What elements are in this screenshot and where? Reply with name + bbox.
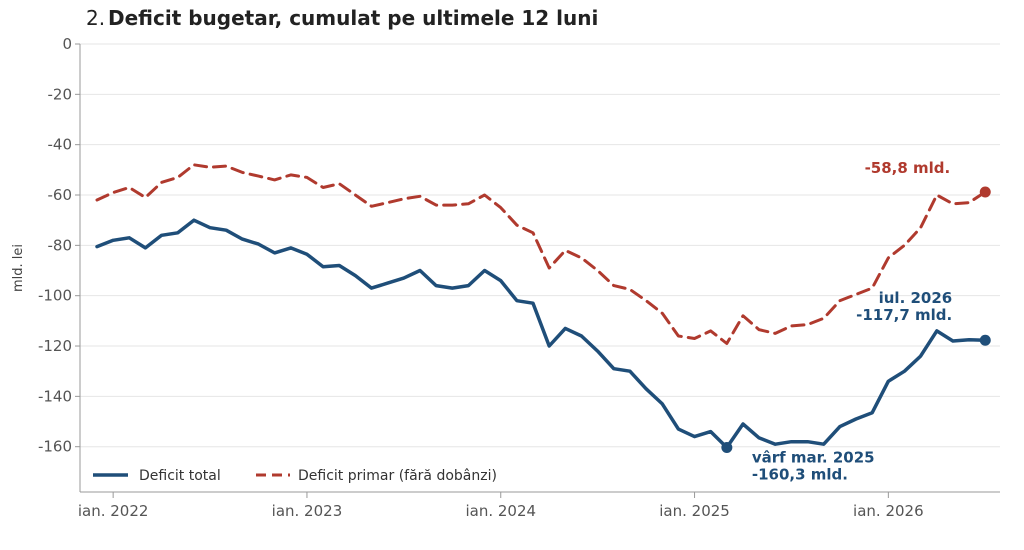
series-line-primary — [95, 163, 987, 345]
y-tick-label: -60 — [48, 186, 73, 204]
x-tick-label: ian. 2026 — [853, 502, 924, 520]
legend-label-primary: Deficit primar (fără dobânzi) — [298, 468, 497, 484]
y-tick-label: -120 — [38, 337, 72, 355]
series-lines — [95, 163, 987, 450]
series-markers — [721, 186, 991, 453]
annotation-primary_end: -58,8 mld. — [865, 159, 951, 177]
axes — [75, 43, 1000, 498]
annotation-total_end: iul. 2026 — [879, 289, 953, 307]
y-tick-label: 0 — [62, 35, 72, 53]
y-tick-label: -100 — [38, 287, 72, 305]
chart-title-number: 2. — [86, 6, 105, 30]
chart-title: Deficit bugetar, cumulat pe ultimele 12 … — [108, 6, 598, 30]
marker-total_peak — [721, 441, 733, 453]
x-tick-label: ian. 2025 — [659, 502, 730, 520]
x-tick-label: ian. 2023 — [272, 502, 343, 520]
annotation-total_end: -117,7 mld. — [856, 306, 952, 324]
marker-primary_end — [979, 186, 991, 198]
y-tick-label: -40 — [48, 136, 73, 154]
annotations: -58,8 mld. iul. 2026-117,7 mld. vârf mar. … — [752, 159, 952, 483]
y-axis-label: mld. lei — [11, 244, 26, 292]
y-tick-label: -20 — [48, 85, 73, 103]
x-tick-label: ian. 2024 — [465, 502, 536, 520]
x-tick-labels: ian. 2022 ian. 2023 ian. 2024 ian. 2025 ian.… — [78, 502, 924, 520]
y-tick-label: -140 — [38, 387, 72, 405]
x-tick-label: ian. 2022 — [78, 502, 149, 520]
annotation-total_peak: -160,3 mld. — [752, 465, 848, 483]
y-tick-label: -160 — [38, 438, 72, 456]
y-tick-label: -80 — [48, 236, 73, 254]
annotation-total_peak: vârf mar. 2025 — [752, 448, 875, 466]
legend-label-total: Deficit total — [139, 468, 221, 484]
y-tick-labels: 0 -20 -40 -60 -80 -100 -120 -140 -160 — [38, 35, 72, 456]
marker-total_end — [979, 334, 991, 346]
legend: Deficit total Deficit primar (fără dobân… — [93, 468, 497, 484]
series-line-total — [95, 218, 987, 450]
